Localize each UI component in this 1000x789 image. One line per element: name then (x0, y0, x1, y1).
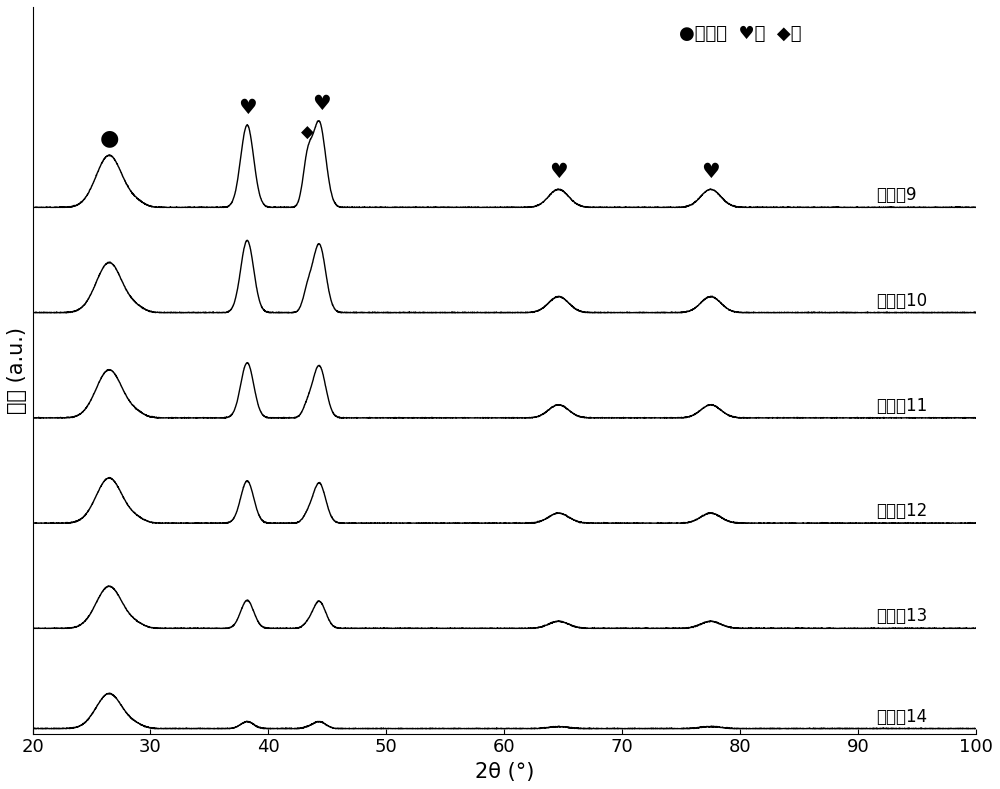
Text: 实施例11: 实施例11 (876, 397, 927, 415)
Text: ◆: ◆ (301, 124, 314, 142)
Text: 实施例13: 实施例13 (876, 608, 927, 626)
Text: ♥: ♥ (238, 99, 257, 118)
Text: ♥: ♥ (701, 163, 720, 182)
Text: ♥: ♥ (312, 94, 331, 114)
Text: 实施例14: 实施例14 (876, 708, 927, 726)
Text: 实施例12: 实施例12 (876, 502, 927, 520)
X-axis label: 2θ (°): 2θ (°) (475, 762, 534, 782)
Text: 实施例9: 实施例9 (876, 186, 916, 204)
Text: 实施例10: 实施例10 (876, 292, 927, 309)
Y-axis label: 强度 (a.u.): 强度 (a.u.) (7, 327, 27, 413)
Text: ♥: ♥ (549, 163, 568, 182)
Text: ●: ● (99, 129, 119, 148)
Text: ●石墨碳  ♥金  ◆铜: ●石墨碳 ♥金 ◆铜 (679, 25, 801, 43)
